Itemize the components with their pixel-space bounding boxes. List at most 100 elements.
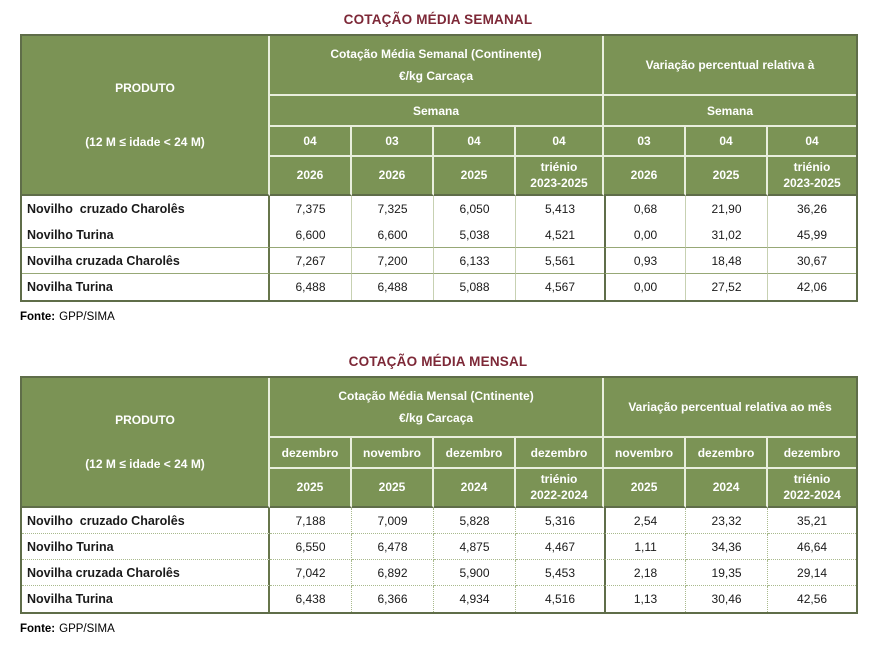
value-cell: 6,133 xyxy=(434,248,516,274)
value-cell: 5,088 xyxy=(434,274,516,300)
product-cell: Novilha cruzada Charolês xyxy=(22,560,270,586)
value-cell: 4,467 xyxy=(516,534,605,560)
value-cell: 5,038 xyxy=(434,222,516,248)
weekly-product-header: PRODUTO (12 M ≤ idade < 24 M) xyxy=(22,36,270,196)
value-cell: 0,00 xyxy=(604,222,686,248)
monthly-year-cell: 2025 xyxy=(352,469,434,508)
value-cell: 6,600 xyxy=(270,222,352,248)
weekly-period-cell: 04 xyxy=(768,127,857,157)
value-cell: 5,316 xyxy=(516,508,605,534)
monthly-table-row: Novilho cruzado Charolês 7,188 7,009 5,8… xyxy=(22,508,857,534)
monthly-variation-group-header: Variação percentual relativa ao mês xyxy=(604,378,857,438)
value-cell: 19,35 xyxy=(686,560,769,586)
weekly-year-cell: 2025 xyxy=(686,157,768,196)
weekly-table-row: Novilho Turina 6,600 6,600 5,038 4,521 0… xyxy=(22,222,857,248)
weekly-year-cell: triénio 2023-2025 xyxy=(516,157,604,196)
monthly-table-title: COTAÇÃO MÉDIA MENSAL xyxy=(348,354,528,369)
monthly-year-cell: 2024 xyxy=(686,469,769,508)
value-cell: 5,900 xyxy=(434,560,516,586)
value-cell: 1,13 xyxy=(604,586,687,612)
value-cell: 30,67 xyxy=(768,248,857,274)
value-cell: 6,478 xyxy=(352,534,434,560)
weekly-quote-table: PRODUTO (12 M ≤ idade < 24 M) Cotação Mé… xyxy=(20,34,859,302)
value-cell: 35,21 xyxy=(768,508,857,534)
value-cell: 21,90 xyxy=(686,196,768,222)
weekly-table-row: Novilho cruzado Charolês 7,375 7,325 6,0… xyxy=(22,196,857,222)
value-cell: 7,188 xyxy=(270,508,352,534)
value-cell: 27,52 xyxy=(686,274,768,300)
value-cell: 6,488 xyxy=(270,274,352,300)
monthly-month-cell: dezembro xyxy=(434,438,516,469)
value-cell: 6,366 xyxy=(352,586,434,612)
product-cell: Novilha Turina xyxy=(22,586,270,612)
weekly-year-cell: 2025 xyxy=(434,157,516,196)
weekly-table-title: COTAÇÃO MÉDIA SEMANAL xyxy=(343,12,533,27)
value-cell: 4,516 xyxy=(516,586,605,612)
monthly-table-row: Novilha Turina 6,438 6,366 4,934 4,516 1… xyxy=(22,586,857,612)
value-cell: 36,26 xyxy=(768,196,857,222)
product-header-label: PRODUTO xyxy=(115,80,175,95)
weekly-table-row: Novilha cruzada Charolês 7,267 7,200 6,1… xyxy=(22,248,857,274)
value-cell: 31,02 xyxy=(686,222,768,248)
value-cell: 2,18 xyxy=(604,560,687,586)
monthly-source-note: Fonte: GPP/SIMA xyxy=(20,623,856,635)
monthly-month-cell: dezembro xyxy=(270,438,352,469)
monthly-month-cell: dezembro xyxy=(686,438,769,469)
weekly-year-cell: triénio 2023-2025 xyxy=(768,157,857,196)
value-cell: 4,521 xyxy=(516,222,604,248)
value-cell: 6,488 xyxy=(352,274,434,300)
value-cell: 18,48 xyxy=(686,248,768,274)
weekly-period-cell: 04 xyxy=(686,127,768,157)
source-label: Fonte: xyxy=(20,311,56,323)
value-cell: 5,828 xyxy=(434,508,516,534)
monthly-product-header: PRODUTO (12 M ≤ idade < 24 M) xyxy=(22,378,270,508)
monthly-year-cell: triénio 2022-2024 xyxy=(516,469,605,508)
weekly-period-cell: 03 xyxy=(604,127,686,157)
product-cell: Novilha Turina xyxy=(22,274,270,300)
monthly-price-group-header: Cotação Média Mensal (Cntinente) €/kg Ca… xyxy=(270,378,605,438)
weekly-period-cell: 03 xyxy=(352,127,434,157)
value-cell: 0,00 xyxy=(604,274,686,300)
monthly-table-row: Novilho Turina 6,550 6,478 4,875 4,467 1… xyxy=(22,534,857,560)
value-cell: 5,413 xyxy=(516,196,604,222)
weekly-year-cell: 2026 xyxy=(270,157,352,196)
value-cell: 6,438 xyxy=(270,586,352,612)
weekly-week-subheader-right: Semana xyxy=(604,96,857,127)
monthly-quote-table: PRODUTO (12 M ≤ idade < 24 M) Cotação Mé… xyxy=(20,376,859,614)
value-cell: 7,325 xyxy=(352,196,434,222)
product-header-label: PRODUTO xyxy=(115,412,175,427)
value-cell: 2,54 xyxy=(604,508,687,534)
value-cell: 1,11 xyxy=(604,534,687,560)
weekly-year-cell: 2026 xyxy=(352,157,434,196)
value-cell: 42,56 xyxy=(768,586,857,612)
monthly-table-row: Novilha cruzada Charolês 7,042 6,892 5,9… xyxy=(22,560,857,586)
monthly-month-cell: dezembro xyxy=(516,438,605,469)
value-cell: 4,875 xyxy=(434,534,516,560)
value-cell: 34,36 xyxy=(686,534,769,560)
value-cell: 4,567 xyxy=(516,274,604,300)
value-cell: 6,600 xyxy=(352,222,434,248)
weekly-period-cell: 04 xyxy=(434,127,516,157)
source-label: Fonte: xyxy=(20,623,56,635)
weekly-price-group-unit: €/kg Carcaça xyxy=(398,68,474,83)
monthly-price-group-title: Cotação Média Mensal (Cntinente) xyxy=(338,389,534,404)
value-cell: 42,06 xyxy=(768,274,857,300)
weekly-year-cell: 2026 xyxy=(604,157,686,196)
value-cell: 5,453 xyxy=(516,560,605,586)
monthly-year-cell: 2025 xyxy=(270,469,352,508)
value-cell: 6,550 xyxy=(270,534,352,560)
monthly-price-group-unit: €/kg Carcaça xyxy=(398,410,474,425)
monthly-year-cell: 2024 xyxy=(434,469,516,508)
value-cell: 0,93 xyxy=(604,248,686,274)
value-cell: 6,892 xyxy=(352,560,434,586)
value-cell: 5,561 xyxy=(516,248,604,274)
value-cell: 29,14 xyxy=(768,560,857,586)
product-header-age-range: (12 M ≤ idade < 24 M) xyxy=(85,135,205,150)
weekly-source-note: Fonte: GPP/SIMA xyxy=(20,311,856,323)
value-cell: 7,009 xyxy=(352,508,434,534)
value-cell: 23,32 xyxy=(686,508,769,534)
source-value: GPP/SIMA xyxy=(59,623,115,635)
monthly-year-cell: 2025 xyxy=(604,469,687,508)
value-cell: 45,99 xyxy=(768,222,857,248)
